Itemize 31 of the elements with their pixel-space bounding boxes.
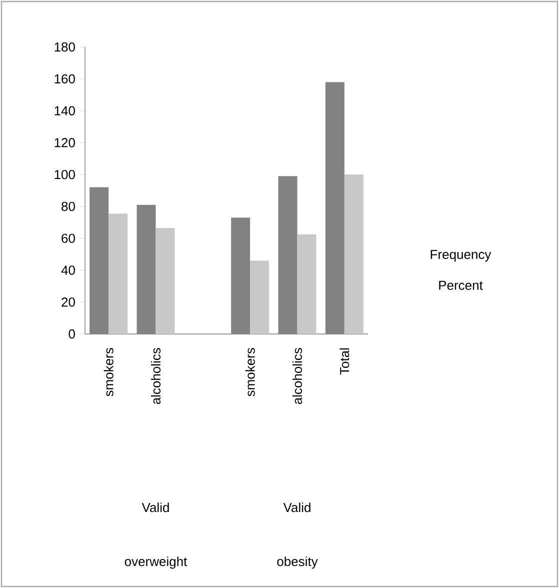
text: Frequency — [430, 250, 492, 262]
bar — [156, 228, 175, 334]
text: Valid — [142, 502, 169, 512]
y-tick-label: 60 — [62, 234, 75, 243]
bar — [297, 234, 316, 334]
x-tick-label: alcoholics — [292, 348, 302, 404]
y-tick-label: 160 — [54, 74, 75, 84]
bar — [344, 174, 364, 334]
text: overweight — [124, 556, 188, 569]
y-tick-label: 40 — [61, 266, 75, 275]
y-tick-label: 120 — [54, 138, 75, 148]
bar — [90, 187, 109, 334]
y-tick-label: 20 — [62, 298, 75, 307]
y-tick-label: 180 — [54, 42, 75, 52]
bar — [250, 260, 270, 334]
y-tick-label: 80 — [62, 202, 75, 212]
text: obesity — [277, 556, 318, 569]
x-tick-label: Total — [340, 348, 350, 375]
y-tick-label: 100 — [54, 170, 75, 180]
text: Percent — [439, 280, 483, 290]
text: Valid — [283, 502, 310, 512]
bar — [231, 218, 250, 334]
y-tick-label: 140 — [54, 106, 75, 116]
bar — [136, 204, 156, 334]
bar — [108, 214, 128, 334]
bar — [278, 176, 298, 334]
bar — [325, 82, 344, 334]
x-tick-label: smokers — [104, 348, 114, 396]
x-tick-label: alcoholics — [150, 348, 161, 404]
y-tick-label: 0 — [68, 329, 75, 339]
x-tick-label: smokers — [245, 348, 255, 396]
